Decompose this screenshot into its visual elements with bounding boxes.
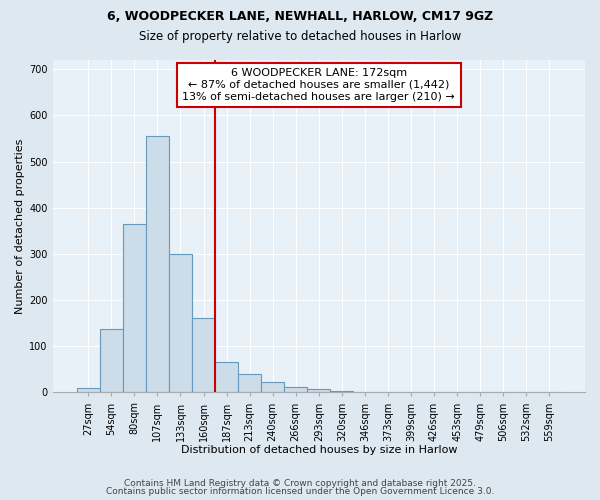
- Bar: [146, 136, 169, 392]
- Bar: [238, 374, 261, 392]
- Bar: [261, 382, 284, 392]
- X-axis label: Distribution of detached houses by size in Harlow: Distribution of detached houses by size …: [181, 445, 457, 455]
- Text: 6, WOODPECKER LANE, NEWHALL, HARLOW, CM17 9GZ: 6, WOODPECKER LANE, NEWHALL, HARLOW, CM1…: [107, 10, 493, 23]
- Bar: [77, 388, 100, 392]
- Bar: [330, 391, 353, 392]
- Bar: [307, 388, 330, 392]
- Text: 6 WOODPECKER LANE: 172sqm
← 87% of detached houses are smaller (1,442)
13% of se: 6 WOODPECKER LANE: 172sqm ← 87% of detac…: [182, 68, 455, 102]
- Y-axis label: Number of detached properties: Number of detached properties: [15, 138, 25, 314]
- Text: Size of property relative to detached houses in Harlow: Size of property relative to detached ho…: [139, 30, 461, 43]
- Text: Contains public sector information licensed under the Open Government Licence 3.: Contains public sector information licen…: [106, 487, 494, 496]
- Bar: [215, 362, 238, 392]
- Bar: [192, 318, 215, 392]
- Bar: [284, 387, 307, 392]
- Bar: [100, 328, 123, 392]
- Bar: [123, 224, 146, 392]
- Bar: [169, 254, 192, 392]
- Text: Contains HM Land Registry data © Crown copyright and database right 2025.: Contains HM Land Registry data © Crown c…: [124, 478, 476, 488]
